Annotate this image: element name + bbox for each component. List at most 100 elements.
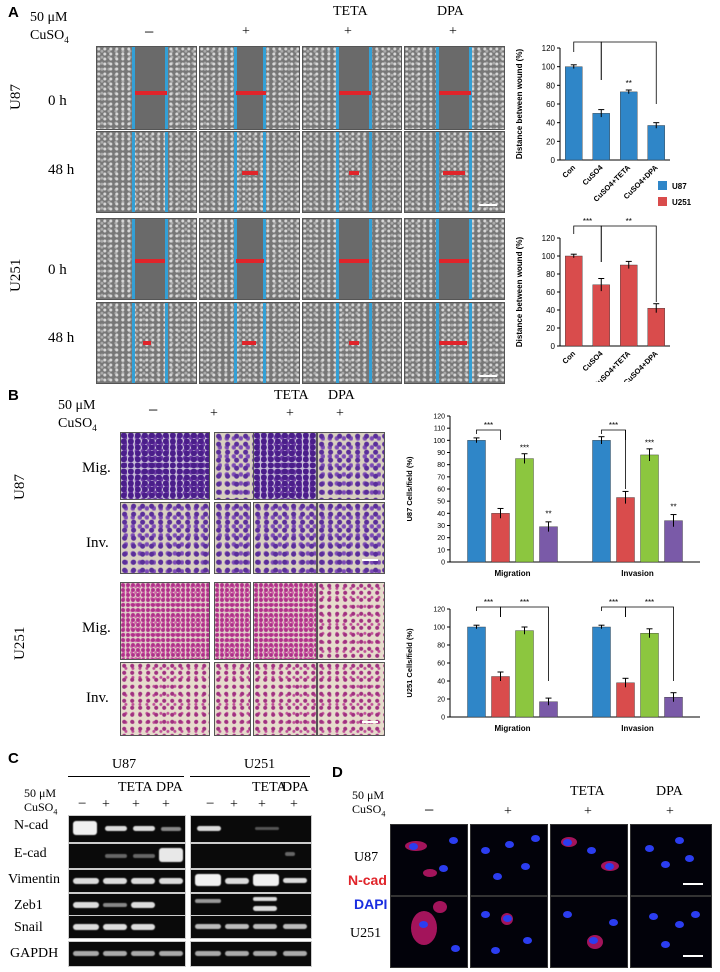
bar [647,307,665,347]
wound-image [404,46,505,130]
bar [592,440,611,563]
y-tick-label: 40 [546,119,555,128]
panel-a-label: A [8,4,19,21]
significance-label: *** [609,598,618,607]
gel-zeb1-u87 [68,893,186,917]
panel-b-row-mig-u87: Mig. [82,460,111,476]
bar [467,626,486,718]
panel-b-cellline-u251: U251 [12,626,28,660]
y-tick-label: 20 [546,137,555,146]
y-tick-label: 40 [437,679,445,686]
if-image [390,824,468,896]
gel-gapdh-u251 [190,941,312,967]
y-tick-label: 0 [551,156,556,165]
gene-label-snail: Snail [14,920,43,935]
panel-b-label: B [8,387,19,404]
panel-d-mark-2: + [584,804,592,819]
transwell-image [253,582,317,660]
y-tick-label: 60 [546,288,555,297]
y-tick-label: 100 [542,252,556,261]
significance-label: ** [626,217,632,226]
significance-label: *** [609,421,618,430]
panel-c-mark-0: − [78,796,87,812]
panel-c-mark-6: + [258,797,266,812]
transwell-image [120,432,210,500]
bar [592,626,611,718]
panel-a-cellline-u251: U251 [8,258,24,292]
gel-ecad-u251 [190,843,312,869]
significance-label: *** [645,598,654,607]
panel-a-mark-2: + [344,24,352,39]
y-tick-label: 100 [542,63,556,72]
x-tick-label: Con [560,163,577,180]
y-tick-label: 20 [437,535,445,542]
panel-c-label: C [8,750,19,767]
wound-image [302,218,402,300]
y-tick-label: 80 [546,81,555,90]
significance-label: ** [545,510,551,519]
gel-snail-u251 [190,915,312,939]
significance-label: *** [520,444,529,453]
if-image [470,824,548,896]
significance-label: *** [583,217,592,226]
significance-label: *** [645,439,654,448]
bar [467,440,486,563]
panel-c-mark-7: + [290,797,298,812]
panel-c-mark-5: + [230,797,238,812]
y-tick-label: 80 [437,462,445,469]
significance-label: *** [484,421,493,430]
y-tick-label: 40 [437,511,445,518]
y-tick-label: 60 [437,487,445,494]
panel-d-cond-line1: 50 μM [352,788,385,802]
y-tick-label: 60 [546,100,555,109]
x-tick-label: Invasion [621,724,654,733]
panel-d-cellline-u87: U87 [354,850,379,865]
transwell-image [214,502,251,574]
significance-bracket [625,606,674,681]
panel-c-mark-1: + [102,797,110,812]
legend-label: U251 [672,198,692,207]
panel-b-header-teta: TETA [274,388,309,403]
panel-b-row-inv-u251: Inv. [86,690,109,706]
y-tick-label: 100 [433,625,445,632]
gel-gapdh-u87 [68,941,186,967]
y-tick-label: 40 [546,306,555,315]
significance-bracket [600,225,657,302]
transwell-image [120,502,210,574]
panel-b-cond-line2: CuSO4 [58,416,97,433]
significance-bracket [500,606,549,681]
panel-a-time-u251-0h: 0 h [48,262,67,278]
y-tick-label: 0 [441,715,445,722]
significance-bracket [476,429,501,440]
gel-ncad-u87 [68,815,186,843]
panel-c-mark-4: − [206,796,215,812]
gel-ecad-u87 [68,843,186,869]
if-image [630,824,712,896]
y-tick-label: 120 [433,607,445,614]
if-image [550,824,628,896]
panel-b-header-dpa: DPA [328,388,355,403]
panel-a-header-dpa: DPA [437,4,464,19]
panel-c-group-u251: U251 [244,757,276,772]
y-tick-label: 90 [437,450,445,457]
panel-d-stain-dapi: DAPI [354,896,388,912]
transwell-image [214,582,251,660]
y-tick-label: 60 [437,661,445,668]
bar [491,513,510,563]
panel-c-header-dpa-2: DPA [282,780,309,795]
wound-image [199,46,300,130]
panel-b-mark-3: + [336,406,344,421]
if-image [470,896,548,968]
panel-d-label: D [332,764,343,781]
if-image [390,896,468,968]
bar [616,497,635,563]
significance-label: ** [670,502,676,511]
bar [515,630,534,718]
y-tick-label: 120 [542,234,556,243]
y-axis-label: Distance between wound (%) [515,49,524,160]
y-tick-label: 0 [441,560,445,567]
panel-c-mark-3: + [162,797,170,812]
transwell-image [253,432,317,500]
gene-label-ecad: E-cad [14,846,47,861]
y-tick-label: 120 [542,44,556,53]
